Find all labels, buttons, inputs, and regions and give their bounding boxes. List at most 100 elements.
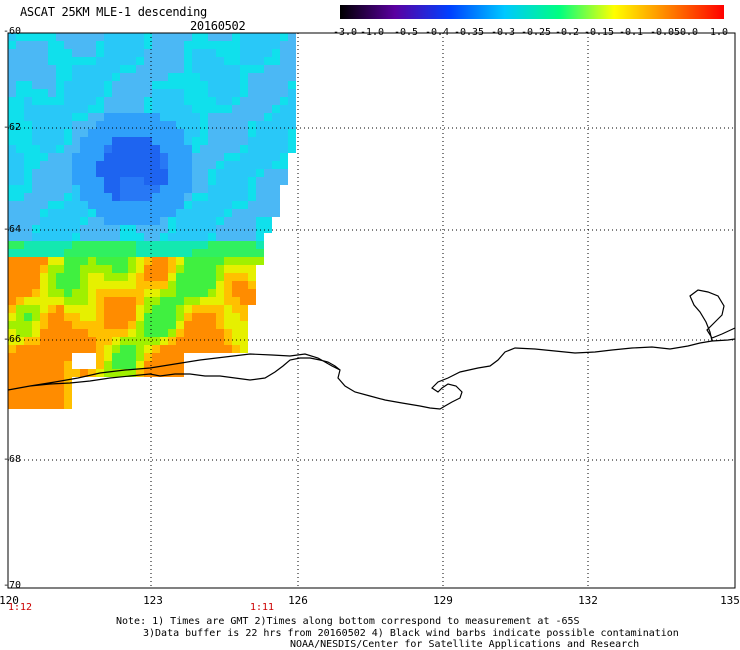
wind-cell <box>80 177 88 185</box>
wind-cell <box>88 345 96 353</box>
wind-cell <box>16 241 24 249</box>
wind-cell <box>56 305 64 313</box>
wind-cell <box>280 81 288 89</box>
wind-cell <box>264 49 272 57</box>
wind-cell <box>40 289 48 297</box>
wind-cell <box>56 169 64 177</box>
wind-cell <box>24 169 32 177</box>
wind-cell <box>240 129 248 137</box>
wind-cell <box>56 265 64 273</box>
wind-cell <box>16 345 24 353</box>
wind-cell <box>40 401 48 409</box>
wind-cell <box>184 113 192 121</box>
wind-cell <box>176 321 184 329</box>
lat-label: -62 <box>3 122 22 133</box>
wind-cell <box>80 233 88 241</box>
wind-cell <box>8 217 16 225</box>
wind-cell <box>208 185 216 193</box>
wind-cell <box>200 57 208 65</box>
wind-cell <box>288 129 296 137</box>
wind-cell <box>40 233 48 241</box>
wind-cell <box>176 361 184 369</box>
wind-cell <box>152 65 160 73</box>
wind-cell <box>48 129 56 137</box>
wind-cell <box>160 177 168 185</box>
wind-cell <box>24 337 32 345</box>
wind-cell <box>240 161 248 169</box>
wind-cell <box>48 337 56 345</box>
wind-cell <box>96 321 104 329</box>
wind-cell <box>192 177 200 185</box>
wind-cell <box>72 257 80 265</box>
wind-cell <box>80 369 88 377</box>
wind-cell <box>208 145 216 153</box>
wind-cell <box>104 161 112 169</box>
wind-cell <box>48 177 56 185</box>
wind-cell <box>40 33 48 41</box>
wind-cell <box>128 185 136 193</box>
wind-cell <box>16 113 24 121</box>
wind-cell <box>240 265 248 273</box>
wind-cell <box>136 249 144 257</box>
wind-cell <box>152 313 160 321</box>
wind-cell <box>176 161 184 169</box>
wind-cell <box>48 329 56 337</box>
wind-cell <box>160 89 168 97</box>
wind-cell <box>64 393 72 401</box>
wind-cell <box>272 209 280 217</box>
wind-cell <box>80 321 88 329</box>
wind-cell <box>80 265 88 273</box>
wind-cell <box>240 209 248 217</box>
wind-cell <box>272 33 280 41</box>
wind-cell <box>24 225 32 233</box>
wind-cell <box>232 201 240 209</box>
wind-cell <box>80 257 88 265</box>
wind-cell <box>264 41 272 49</box>
wind-cell <box>176 281 184 289</box>
wind-cell <box>24 185 32 193</box>
wind-cell <box>88 369 96 377</box>
wind-cell <box>240 41 248 49</box>
wind-cell <box>200 65 208 73</box>
wind-cell <box>144 313 152 321</box>
wind-cell <box>96 153 104 161</box>
wind-cell <box>168 185 176 193</box>
wind-cell <box>96 177 104 185</box>
wind-cell <box>208 177 216 185</box>
wind-cell <box>200 97 208 105</box>
color-scale-bar <box>340 5 724 19</box>
wind-cell <box>216 281 224 289</box>
wind-cell <box>120 225 128 233</box>
wind-cell <box>144 337 152 345</box>
wind-cell <box>112 57 120 65</box>
wind-cell <box>232 297 240 305</box>
lon-label: 132 <box>578 594 598 607</box>
wind-cell <box>32 305 40 313</box>
wind-cell <box>120 49 128 57</box>
wind-cell <box>264 209 272 217</box>
wind-cell <box>248 177 256 185</box>
wind-cell <box>32 161 40 169</box>
wind-cell <box>176 153 184 161</box>
wind-cell <box>96 353 104 361</box>
wind-cell <box>152 233 160 241</box>
wind-cell <box>64 81 72 89</box>
wind-cell <box>200 265 208 273</box>
wind-cell <box>80 33 88 41</box>
wind-cell <box>48 401 56 409</box>
wind-cell <box>200 129 208 137</box>
wind-cell <box>120 193 128 201</box>
wind-cell <box>56 153 64 161</box>
wind-cell <box>264 193 272 201</box>
wind-cell <box>64 297 72 305</box>
wind-cell <box>216 185 224 193</box>
wind-cell <box>80 81 88 89</box>
wind-cell <box>288 97 296 105</box>
wind-cell <box>128 225 136 233</box>
wind-cell <box>168 313 176 321</box>
wind-cell <box>160 145 168 153</box>
wind-cell <box>240 137 248 145</box>
wind-cell <box>96 105 104 113</box>
wind-cell <box>232 193 240 201</box>
wind-cell <box>24 377 32 385</box>
